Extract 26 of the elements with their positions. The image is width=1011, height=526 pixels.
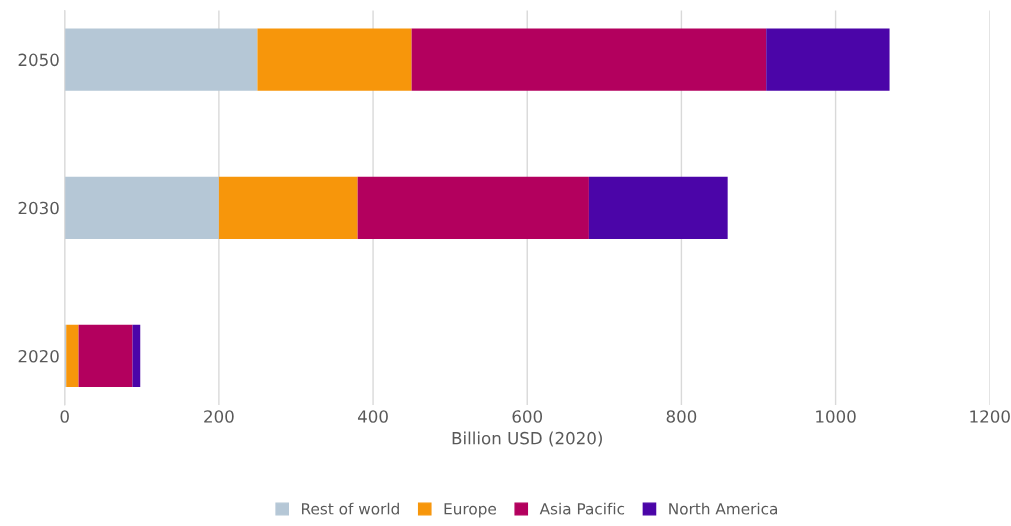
bar	[64, 176, 219, 239]
bar	[357, 176, 589, 239]
x-tick-label: 600	[512, 410, 543, 423]
x-axis-title: Billion USD (2020)	[452, 431, 602, 447]
y-tick-label: 2050	[18, 53, 59, 67]
bar	[132, 324, 141, 388]
bar	[218, 176, 358, 239]
y-tick-label: 2030	[18, 201, 59, 215]
bar	[257, 28, 412, 91]
bar	[64, 28, 258, 91]
x-tick-label: 400	[357, 410, 388, 423]
bar	[766, 28, 890, 91]
bar	[66, 324, 79, 388]
x-tick-label: 1000	[816, 410, 856, 423]
legend-label: Europe	[444, 503, 496, 518]
bar	[411, 28, 767, 91]
legend-label: Asia Pacific	[539, 502, 625, 515]
x-tick-label: 200	[204, 410, 234, 423]
y-tick-label: 2020	[18, 349, 59, 363]
bar	[588, 176, 728, 239]
legend-label: Rest of world	[302, 502, 399, 515]
bar	[78, 324, 133, 388]
legend-label: North America	[669, 502, 778, 515]
x-tick-label: 0	[60, 410, 69, 423]
x-tick-label: 800	[666, 410, 697, 423]
x-tick-label: 1200	[970, 410, 1010, 423]
